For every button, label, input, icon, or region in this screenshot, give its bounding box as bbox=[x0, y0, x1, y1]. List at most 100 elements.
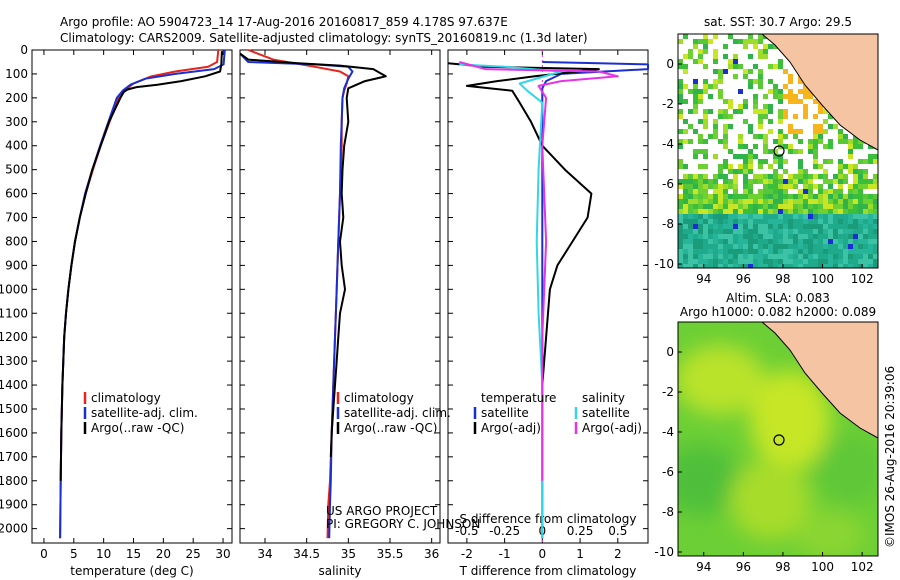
header-line1: Argo profile: AO 5904723_14 17-Aug-2016 … bbox=[60, 15, 508, 29]
sumatra-land bbox=[761, 34, 878, 151]
map-x-tick-label: 100 bbox=[811, 272, 834, 286]
series-line-0 bbox=[247, 49, 350, 539]
sla-map-title: Altim. SLA: 0.083 bbox=[726, 291, 830, 305]
map-y-tick-label: -8 bbox=[662, 505, 674, 519]
map-x-tick-label: 94 bbox=[696, 272, 711, 286]
x-tick-label: 36 bbox=[424, 547, 439, 561]
legend-label-climatology: climatology bbox=[91, 391, 161, 405]
sla-map bbox=[678, 322, 878, 556]
series-line-2 bbox=[239, 52, 387, 457]
map-y-tick-label: -6 bbox=[662, 177, 674, 191]
y-tick-label: 100 bbox=[5, 67, 28, 81]
x-tick-label: 15 bbox=[126, 547, 141, 561]
x-axis-label: T difference from climatology bbox=[459, 564, 637, 578]
y-tick-label: 500 bbox=[5, 163, 28, 177]
x-tick-label: 35 bbox=[341, 547, 356, 561]
x-axis-label-2: S difference from climatology bbox=[460, 512, 637, 526]
x-tick-label: -2 bbox=[461, 547, 473, 561]
x-tick-label: 34 bbox=[257, 547, 272, 561]
y-tick-label: 1600 bbox=[0, 426, 28, 440]
plot-frame bbox=[31, 49, 233, 544]
s-tick-label: 0.25 bbox=[567, 524, 594, 538]
project-credit: US ARGO PROJECT bbox=[326, 504, 438, 518]
legend-label-satellite: satellite-adj. clim. bbox=[344, 406, 451, 420]
series-line-0 bbox=[59, 49, 220, 539]
legend-label-satellite: satellite-adj. clim. bbox=[91, 406, 198, 420]
legend-label-s-satellite: satellite bbox=[582, 406, 630, 420]
map-x-tick-label: 96 bbox=[736, 560, 751, 574]
legend-title-salinity: salinity bbox=[582, 391, 625, 405]
sst-map-title: sat. SST: 30.7 Argo: 29.5 bbox=[704, 15, 852, 29]
y-tick-label: 1900 bbox=[0, 498, 28, 512]
y-tick-label: 1000 bbox=[0, 282, 28, 296]
map-x-tick-label: 94 bbox=[696, 560, 711, 574]
s-tick-label: -0.25 bbox=[489, 524, 520, 538]
plot-frame bbox=[447, 49, 649, 544]
y-tick-label: 600 bbox=[5, 187, 28, 201]
y-tick-label: 1100 bbox=[0, 306, 28, 320]
y-tick-label: 1700 bbox=[0, 450, 28, 464]
sla-map-subtitle: Argo h1000: 0.082 h2000: 0.089 bbox=[680, 305, 876, 319]
y-tick-label: 200 bbox=[5, 91, 28, 105]
y-tick-label: 1800 bbox=[0, 474, 28, 488]
legend-label-s-argo: Argo(-adj) bbox=[582, 421, 642, 435]
argo-position-marker bbox=[773, 145, 785, 157]
series-line-1 bbox=[59, 49, 226, 539]
sst-axes: 94 96 98 100 102 0 -2 -4 -6 -8 -10 bbox=[654, 57, 873, 286]
legend-label-t-argo: Argo(-adj) bbox=[481, 421, 541, 435]
map-y-tick-label: -6 bbox=[662, 465, 674, 479]
map-y-tick-label: -2 bbox=[662, 97, 674, 111]
legend-label-argo: Argo(..raw -QC) bbox=[91, 421, 184, 435]
s-tick-label: 0.5 bbox=[608, 524, 627, 538]
x-tick-label: 0 bbox=[40, 547, 48, 561]
legend-title-temperature: temperature bbox=[481, 391, 556, 405]
sla-map-frame bbox=[677, 321, 879, 557]
map-y-tick-label: -2 bbox=[662, 385, 674, 399]
series-line-1 bbox=[447, 62, 600, 386]
x-tick-label: 1 bbox=[576, 547, 584, 561]
s-tick-label: -0.5 bbox=[455, 524, 478, 538]
legend-label-climatology: climatology bbox=[344, 391, 414, 405]
temperature-legend: climatology satellite-adj. clim. Argo(..… bbox=[83, 391, 198, 435]
map-y-tick-label: 0 bbox=[666, 57, 674, 71]
x-axis-label: salinity bbox=[318, 564, 361, 578]
y-tick-label: 2000 bbox=[0, 522, 28, 536]
sst-map-frame bbox=[677, 33, 879, 269]
salinity-legend: climatology satellite-adj. clim. Argo(..… bbox=[336, 391, 451, 435]
y-tick-label: 300 bbox=[5, 115, 28, 129]
map-y-tick-label: -8 bbox=[662, 217, 674, 231]
map-x-tick-label: 100 bbox=[811, 560, 834, 574]
map-y-tick-label: -10 bbox=[654, 545, 674, 559]
y-tick-label: 1500 bbox=[0, 402, 28, 416]
argo-position-marker bbox=[773, 434, 785, 446]
x-tick-label: 2 bbox=[614, 547, 622, 561]
salinity-panel: 34 34.5 35 35.5 36 salinity bbox=[239, 49, 441, 578]
y-tick-label: 1300 bbox=[0, 354, 28, 368]
map-y-tick-label: -10 bbox=[654, 257, 674, 271]
y-tick-label: 0 bbox=[20, 43, 28, 57]
series-line-0 bbox=[541, 61, 649, 539]
y-tick-label: 900 bbox=[5, 258, 28, 272]
map-y-tick-label: 0 bbox=[666, 345, 674, 359]
x-tick-label: 35.5 bbox=[377, 547, 404, 561]
x-tick-label: 30 bbox=[215, 547, 230, 561]
map-x-tick-label: 102 bbox=[851, 272, 874, 286]
map-x-tick-label: 98 bbox=[775, 560, 790, 574]
x-tick-label: 34.5 bbox=[293, 547, 320, 561]
x-axis-label: temperature (deg C) bbox=[70, 564, 193, 578]
x-tick-label: -1 bbox=[499, 547, 511, 561]
temperature-panel: 0100200300400500600700800900100011001200… bbox=[0, 43, 233, 578]
series-line-2 bbox=[459, 63, 563, 539]
x-tick-label: 5 bbox=[70, 547, 78, 561]
y-tick-label: 700 bbox=[5, 211, 28, 225]
map-x-tick-label: 98 bbox=[775, 272, 790, 286]
difference-legend: temperature salinity satellite Argo(-adj… bbox=[473, 391, 642, 435]
imos-credit: ©IMOS 26-Aug-2016 20:39:06 bbox=[883, 366, 897, 548]
map-y-tick-label: -4 bbox=[662, 137, 674, 151]
header-line2: Climatology: CARS2009. Satellite-adjuste… bbox=[60, 31, 588, 45]
map-x-tick-label: 96 bbox=[736, 272, 751, 286]
y-tick-label: 800 bbox=[5, 234, 28, 248]
series-line-2 bbox=[59, 51, 223, 481]
